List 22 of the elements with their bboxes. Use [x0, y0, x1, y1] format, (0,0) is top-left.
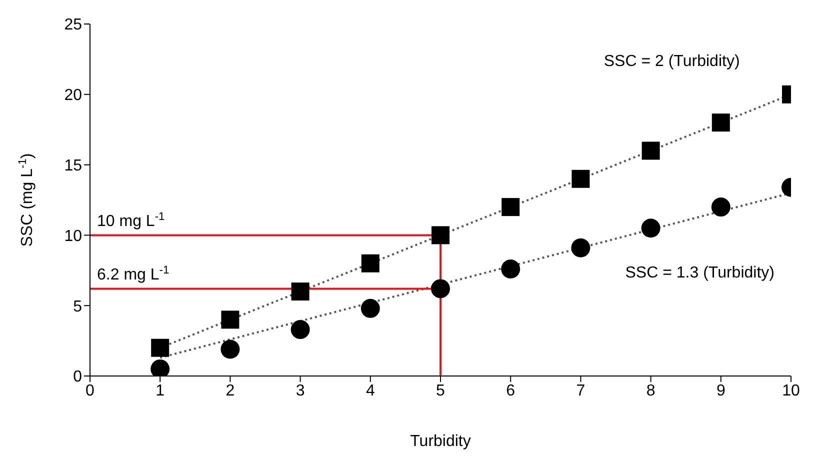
annotation: 6.2 mg L$^{-1}$	[97, 264, 170, 284]
x-tick-label: 0	[86, 382, 95, 400]
annotation: 10 mg L$^{-1}$	[97, 211, 165, 230]
annotation: SSC = 1.3 (Turbidity)	[625, 264, 774, 282]
y-tick-label: 5	[73, 298, 82, 316]
y-tick-label: 0	[73, 368, 82, 386]
x-axis-title: Turbidity	[410, 433, 471, 450]
x-tick-label: 10	[782, 382, 800, 400]
x-tick-label: 9	[716, 382, 726, 400]
y-tick-label: 10	[64, 228, 82, 245]
x-tick-label: 2	[226, 382, 235, 400]
x-tick-label: 4	[366, 382, 375, 400]
y-tick-label: 20	[64, 87, 82, 104]
x-tick-label: 5	[436, 382, 446, 400]
x-tick-label: 1	[156, 382, 165, 400]
x-tick-label: 6	[506, 382, 516, 400]
x-tick-label: 7	[576, 382, 586, 400]
y-tick-label: 15	[64, 157, 82, 174]
x-tick-label: 8	[646, 382, 656, 400]
annotation: SSC = 2 (Turbidity)	[604, 53, 740, 70]
x-tick-label: 3	[296, 382, 305, 400]
y-tick-label: 25	[64, 16, 82, 34]
